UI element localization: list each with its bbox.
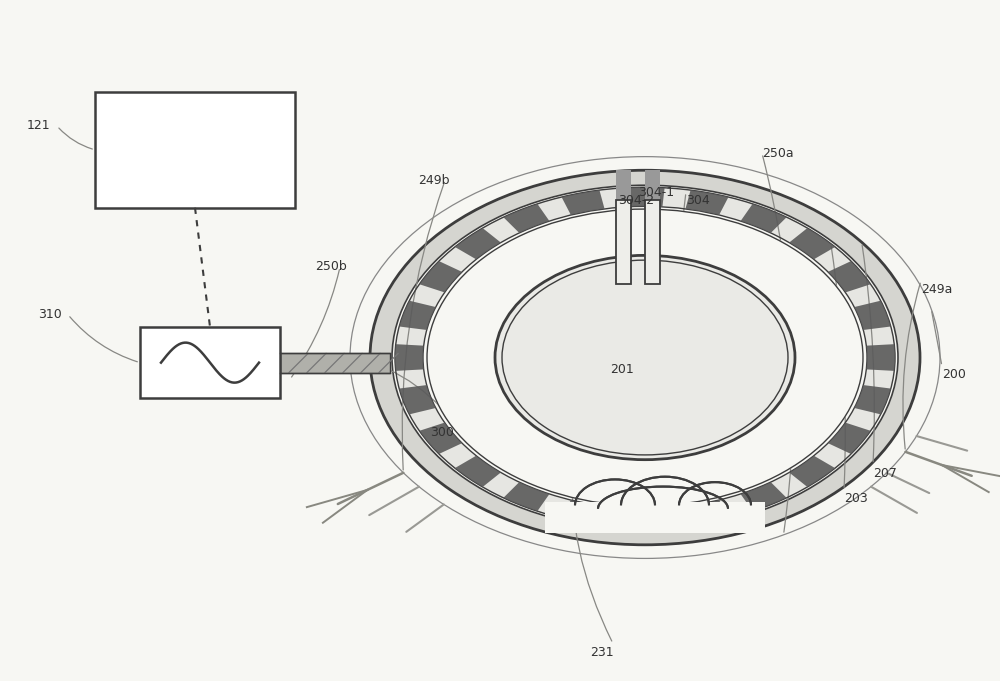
Ellipse shape [395, 187, 895, 528]
Polygon shape [828, 423, 871, 454]
Ellipse shape [495, 255, 795, 460]
Polygon shape [828, 261, 871, 292]
Polygon shape [685, 500, 728, 525]
Polygon shape [625, 187, 665, 207]
Text: 200: 200 [942, 368, 966, 381]
Polygon shape [789, 228, 835, 259]
Bar [644, 200, 660, 284]
Ellipse shape [370, 170, 920, 545]
Polygon shape [399, 301, 436, 330]
Text: 203: 203 [844, 492, 868, 505]
Ellipse shape [423, 206, 867, 509]
Bar [616, 200, 631, 284]
Text: 310: 310 [38, 308, 62, 321]
Bar [95, 92, 295, 208]
Text: 249a: 249a [921, 283, 952, 296]
Polygon shape [503, 204, 549, 233]
Polygon shape [419, 423, 462, 454]
Polygon shape [455, 228, 501, 259]
Polygon shape [545, 502, 765, 533]
Polygon shape [685, 190, 728, 215]
Polygon shape [562, 190, 605, 215]
Bar [616, 170, 631, 206]
Bar [280, 353, 390, 373]
Polygon shape [741, 204, 787, 233]
Polygon shape [854, 301, 891, 330]
Polygon shape [854, 385, 891, 414]
Polygon shape [625, 508, 665, 528]
Text: 201: 201 [610, 362, 634, 376]
Text: 304-2: 304-2 [618, 194, 654, 208]
Text: 304: 304 [686, 194, 710, 208]
Ellipse shape [427, 209, 863, 506]
Polygon shape [399, 385, 436, 414]
Bar [140, 327, 280, 398]
Polygon shape [562, 500, 605, 525]
Text: 250a: 250a [762, 146, 794, 160]
Ellipse shape [392, 185, 898, 530]
Text: 207: 207 [873, 466, 897, 480]
Text: 249b: 249b [418, 174, 450, 187]
Polygon shape [419, 261, 462, 292]
Text: 300: 300 [430, 426, 454, 439]
Text: 121: 121 [27, 119, 51, 133]
Text: 231: 231 [590, 646, 614, 659]
Polygon shape [455, 456, 501, 487]
Polygon shape [741, 482, 787, 511]
Polygon shape [503, 482, 549, 511]
Polygon shape [395, 344, 424, 371]
Text: 250b: 250b [315, 260, 347, 274]
Polygon shape [866, 344, 895, 371]
Text: 304-1: 304-1 [638, 185, 674, 199]
Polygon shape [789, 456, 835, 487]
Bar [644, 170, 660, 206]
